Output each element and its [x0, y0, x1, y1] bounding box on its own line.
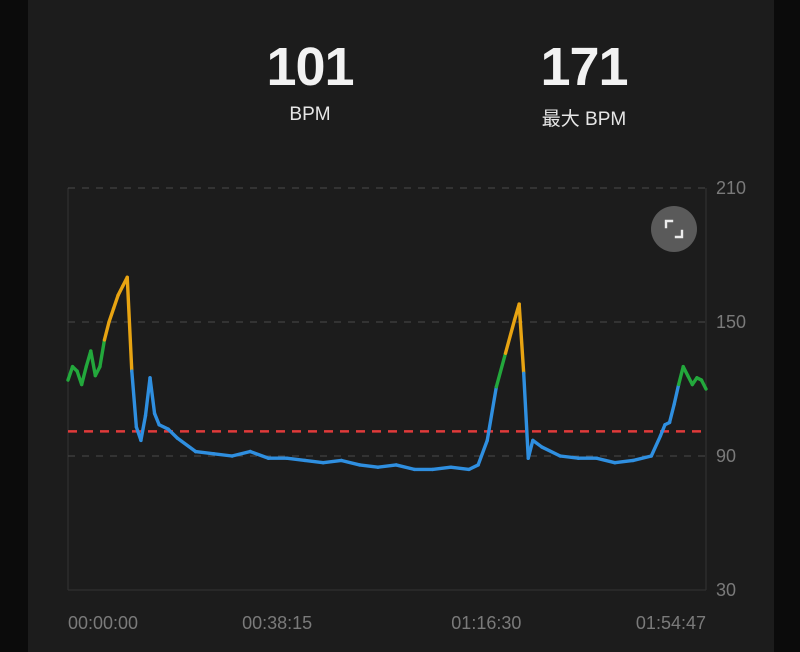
heart-rate-segment	[111, 293, 120, 311]
heart-rate-segment	[485, 385, 499, 443]
heart-rate-segment	[594, 456, 617, 465]
heart-rate-segment	[394, 463, 417, 472]
max-bpm-stat: 171 最大 BPM	[484, 36, 684, 131]
heart-rate-segment	[212, 452, 234, 458]
heart-rate-segment	[285, 456, 307, 463]
heart-rate-segment	[376, 463, 398, 469]
expand-icon	[664, 219, 684, 239]
heart-rate-segment	[248, 449, 271, 460]
x-tick-label: 01:54:47	[636, 613, 706, 633]
heart-rate-segment	[517, 302, 526, 376]
heart-rate-segment	[193, 449, 216, 456]
heart-rate-segment	[449, 465, 471, 472]
heart-rate-segment	[339, 458, 362, 467]
y-tick-label: 90	[716, 446, 736, 466]
heart-rate-segment	[152, 411, 161, 427]
heart-rate-segment	[321, 458, 344, 465]
heart-rate-segment	[303, 458, 325, 465]
y-tick-label: 30	[716, 580, 736, 600]
heart-rate-segment	[66, 364, 75, 382]
average-bpm-stat: 101 BPM	[210, 36, 410, 126]
heart-rate-segment	[430, 465, 453, 472]
workout-heart-rate-panel: 101 BPM 171 最大 BPM 210 150 90 30 00:00:00 00:…	[28, 0, 774, 652]
heart-rate-segment	[649, 434, 663, 458]
heart-rate-segment	[526, 438, 535, 460]
heart-rate-segment	[139, 414, 148, 443]
heart-rate-segment	[130, 369, 139, 429]
heart-rate-segment	[107, 306, 116, 324]
heart-rate-segment	[102, 320, 111, 342]
heart-rate-segment	[531, 438, 544, 449]
y-tick-label: 150	[716, 312, 746, 332]
heart-rate-segment	[230, 449, 252, 458]
x-tick-label: 00:38:15	[242, 613, 312, 633]
heart-rate-segment	[540, 445, 562, 458]
heart-rate-segment	[476, 438, 489, 467]
heart-rate-segment	[613, 458, 635, 465]
heart-rate-segment	[175, 436, 198, 454]
heart-rate-segment	[558, 454, 581, 460]
heart-rate-segment	[79, 364, 88, 387]
heart-rate-segment	[494, 351, 508, 389]
heart-rate-segment	[699, 378, 708, 391]
heart-rate-segment	[89, 349, 98, 378]
average-bpm-value: 101	[266, 37, 354, 97]
heart-rate-segment	[357, 463, 380, 469]
x-tick-label: 01:16:30	[451, 613, 521, 633]
average-bpm-label: BPM	[289, 104, 331, 125]
heart-rate-segment	[672, 382, 681, 407]
heart-rate-segment	[658, 423, 667, 438]
heart-rate-segment	[98, 338, 107, 369]
heart-rate-segment	[503, 318, 517, 355]
heart-rate-segment	[125, 275, 134, 373]
heart-rate-segment	[676, 364, 685, 387]
heart-rate-segment	[166, 427, 180, 440]
x-tick-label: 00:00:00	[68, 613, 138, 633]
y-tick-label: 210	[716, 178, 746, 198]
heart-rate-segment	[148, 376, 157, 416]
max-bpm-label: 最大 BPM	[541, 109, 627, 130]
heart-rate-chart: 210 150 90 30 00:00:00 00:38:15 01:16:30 01:54:…	[66, 178, 746, 633]
heart-rate-segment	[667, 402, 676, 425]
max-bpm-value: 171	[540, 37, 628, 97]
heart-rate-segment	[631, 454, 654, 463]
expand-chart-button[interactable]	[651, 206, 697, 252]
heart-rate-segment	[522, 371, 530, 460]
